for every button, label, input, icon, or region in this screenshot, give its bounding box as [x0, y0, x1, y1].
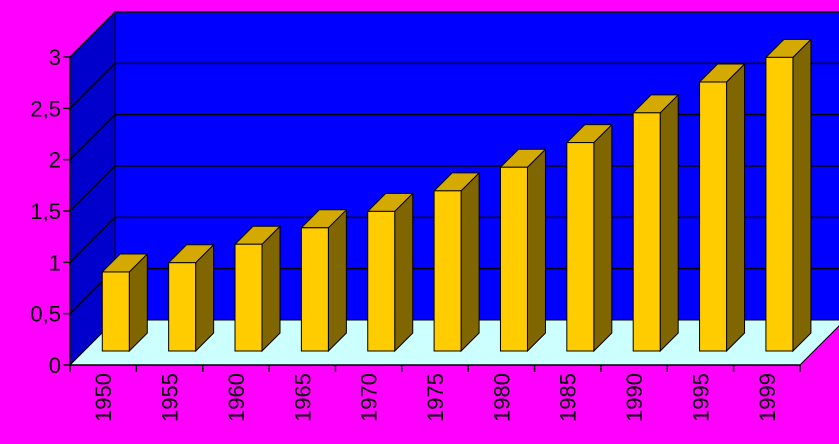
bar-side-face — [792, 38, 812, 353]
x-tick-label-1990: 1990 — [622, 373, 647, 422]
bar-front-face — [300, 227, 329, 352]
x-tick-label-1999: 1999 — [755, 373, 780, 422]
x-tick-label-1950: 1950 — [91, 373, 116, 422]
y-tick-label-2: 1 — [49, 250, 61, 275]
x-tick-label-1995: 1995 — [688, 373, 713, 422]
x-tick-label-1975: 1975 — [423, 373, 448, 422]
bar-front-face — [765, 56, 794, 352]
bar-front-face — [234, 243, 263, 352]
x-tick-label-1985: 1985 — [556, 373, 581, 422]
bar-front-face — [367, 210, 396, 352]
bar-front-face — [499, 166, 528, 352]
y-tick-label-5: 2,5 — [30, 96, 61, 121]
bar-front-face — [168, 262, 197, 352]
bar-side-face — [261, 225, 281, 353]
y-tick-label-1: 0,5 — [30, 302, 61, 327]
y-tick-label-6: 3 — [49, 45, 61, 70]
bar-1985 — [565, 123, 614, 353]
y-tick-labels: 0 0,5 1 1,5 2 2,5 3 — [30, 45, 61, 378]
bar-1975 — [432, 171, 481, 353]
bar-front-face — [101, 271, 130, 352]
y-tick-label-4: 2 — [49, 148, 61, 173]
x-tick-label-1980: 1980 — [489, 373, 514, 422]
bar-1980 — [499, 148, 547, 353]
bar-1950 — [101, 252, 149, 353]
y-tick-label-0: 0 — [49, 353, 61, 378]
bar-1955 — [167, 243, 215, 353]
bar-side-face — [659, 93, 679, 353]
axes — [63, 56, 801, 372]
x-tick-labels: 1950 1955 1960 1965 1970 1975 1980 1985 1990 1995… — [91, 373, 780, 422]
bar-side-face — [526, 148, 546, 353]
bar-1960 — [233, 225, 282, 353]
bar-side-face — [726, 62, 746, 353]
x-tick-label-1960: 1960 — [224, 373, 249, 422]
bars — [101, 38, 813, 353]
bar-1965 — [300, 208, 348, 353]
bar-1995 — [698, 62, 746, 353]
bar-front-face — [632, 112, 661, 352]
gridline-4 — [69, 113, 839, 161]
bar-side-face — [394, 192, 414, 353]
bar-front-face — [433, 190, 462, 352]
x-tick-label-1970: 1970 — [357, 373, 382, 422]
bar-side-face — [327, 208, 347, 353]
bar-front-face — [699, 81, 728, 352]
x-tick-label-1955: 1955 — [158, 373, 183, 422]
bar-1999 — [764, 38, 813, 353]
bar-1970 — [366, 192, 414, 353]
x-tick-label-1965: 1965 — [290, 373, 315, 422]
bar-front-face — [566, 142, 595, 352]
gridline-5 — [69, 62, 839, 109]
bar-side-face — [460, 171, 480, 353]
y-tick-label-3: 1,5 — [30, 199, 61, 224]
gridline-6 — [69, 11, 839, 58]
bar-1990 — [631, 93, 680, 353]
bar-side-face — [593, 123, 613, 353]
